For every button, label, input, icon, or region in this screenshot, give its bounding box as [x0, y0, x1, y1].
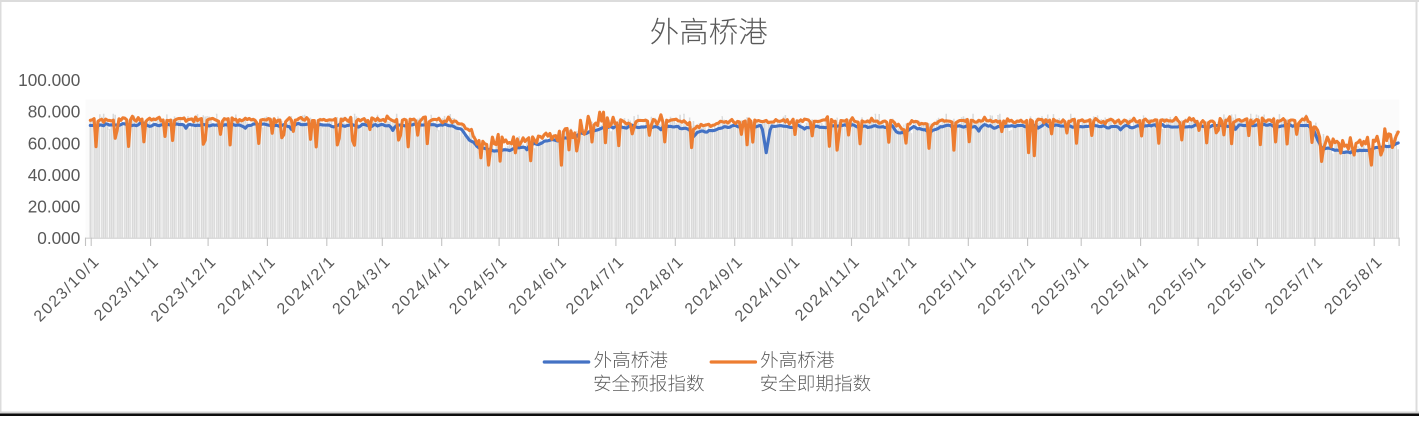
svg-text:20.000: 20.000	[28, 196, 81, 216]
svg-text:0.000: 0.000	[37, 228, 80, 248]
svg-text:60.000: 60.000	[28, 133, 81, 153]
svg-text:100.000: 100.000	[18, 70, 80, 90]
svg-text:80.000: 80.000	[28, 102, 81, 122]
svg-text:40.000: 40.000	[28, 165, 81, 185]
